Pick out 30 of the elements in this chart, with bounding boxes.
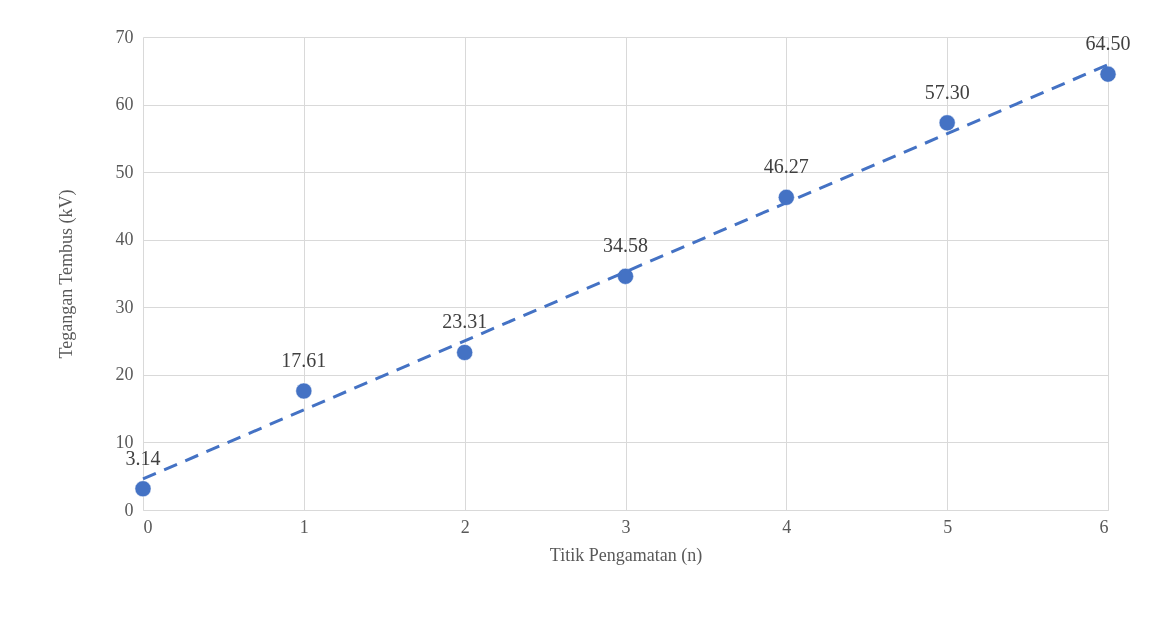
point — [778, 189, 795, 206]
y-tick-label: 70 — [115, 26, 134, 47]
y-tick-label: 30 — [115, 296, 134, 317]
data-label: 46.27 — [763, 155, 809, 178]
point — [617, 268, 634, 285]
data-label: 57.30 — [924, 80, 970, 103]
data-label: 64.50 — [1085, 32, 1131, 55]
point — [938, 114, 956, 132]
point — [1099, 65, 1117, 83]
y-tick-label: 0 — [124, 499, 134, 520]
y-tick-label: 20 — [115, 364, 134, 385]
x-tick-label: 6 — [1099, 516, 1109, 537]
x-tick-label: 3 — [621, 516, 631, 537]
x-tick-label: 0 — [143, 516, 153, 537]
x-axis-title: Titik Pengamatan (n) — [549, 544, 703, 566]
data-label: 17.61 — [281, 349, 327, 372]
y-tick-label: 10 — [115, 431, 134, 452]
point — [456, 344, 473, 361]
point — [295, 382, 313, 400]
x-tick-label: 5 — [943, 516, 953, 537]
y-tick-label: 40 — [115, 229, 134, 250]
y-tick-label: 60 — [115, 94, 134, 115]
data-label: 23.31 — [442, 310, 488, 333]
point — [134, 480, 152, 498]
y-axis-title: Tegangan Tembus (kV) — [55, 189, 77, 359]
x-tick-label: 4 — [782, 516, 792, 537]
y-tick-label: 50 — [115, 161, 134, 182]
x-tick-label: 1 — [299, 516, 309, 537]
x-tick-label: 2 — [460, 516, 470, 537]
data-label: 34.58 — [603, 234, 648, 257]
